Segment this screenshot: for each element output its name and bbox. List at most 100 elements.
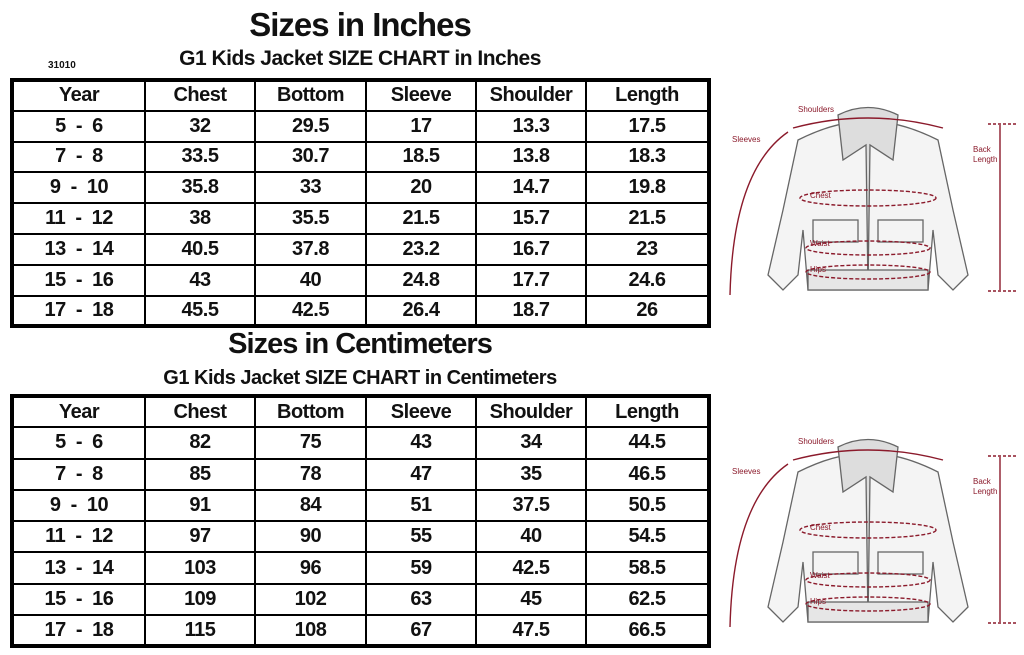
year-cell: 15 - 16: [11, 263, 146, 297]
size-cell: 50.5: [585, 488, 710, 523]
size-cell: 90: [254, 520, 367, 554]
size-cell: 34: [475, 426, 587, 460]
label-back: Back: [973, 145, 992, 154]
table-row: 9 - 10 91 84 51 37.5 50.5: [11, 488, 710, 523]
size-cell: 78: [254, 457, 367, 491]
size-cell: 62.5: [585, 582, 710, 617]
size-cell: 14.7: [475, 171, 587, 205]
column-header: Year: [11, 394, 146, 429]
label-length: Length: [973, 487, 997, 496]
size-cell: 15.7: [475, 202, 587, 235]
size-cell: 51: [365, 488, 477, 523]
table-row: 5 - 6 82 75 43 34 44.5: [11, 426, 710, 460]
size-cell: 46.5: [585, 457, 710, 491]
year-cell: 5 - 6: [11, 109, 146, 143]
size-cell: 97: [144, 520, 256, 554]
column-header: Shoulder: [475, 394, 587, 429]
size-cell: 20: [365, 171, 477, 205]
size-cell: 21.5: [585, 202, 710, 235]
size-cell: 37.8: [254, 232, 367, 266]
size-cell: 17: [365, 109, 477, 143]
table-row: 17 - 18 115 108 67 47.5 66.5: [11, 614, 710, 648]
size-cell: 13.8: [475, 140, 587, 174]
centimeters-size-table: Year Chest Bottom Sleeve Shoulder Length 5 - 6…: [10, 394, 711, 649]
size-cell: 43: [144, 263, 256, 297]
size-cell: 38: [144, 202, 256, 235]
table-row: 5 - 6 32 29.5 17 13.3 17.5: [11, 109, 710, 143]
size-cell: 24.8: [365, 263, 477, 297]
size-cell: 40.5: [144, 232, 256, 266]
year-cell: 7 - 8: [11, 457, 146, 491]
size-cell: 35.5: [254, 202, 367, 235]
size-cell: 75: [254, 426, 367, 460]
size-cell: 30.7: [254, 140, 367, 174]
label-hips: Hips: [810, 597, 826, 606]
size-cell: 63: [365, 582, 477, 617]
size-cell: 35: [475, 457, 587, 491]
size-cell: 42.5: [475, 551, 587, 585]
year-cell: 11 - 12: [11, 202, 146, 235]
size-cell: 47: [365, 457, 477, 491]
header-row: Year Chest Bottom Sleeve Shoulder Length: [11, 79, 710, 112]
label-hips: Hips: [810, 265, 826, 274]
size-cell: 18.7: [475, 294, 587, 328]
column-header: Sleeve: [365, 394, 477, 429]
year-cell: 7 - 8: [11, 140, 146, 174]
size-cell: 66.5: [585, 614, 710, 648]
year-cell: 9 - 10: [11, 171, 146, 205]
size-cell: 47.5: [475, 614, 587, 648]
size-cell: 55: [365, 520, 477, 554]
size-cell: 26.4: [365, 294, 477, 328]
size-cell: 58.5: [585, 551, 710, 585]
jacket-measurement-diagram: Shoulders Sleeves Chest Waist Hips Back …: [729, 105, 1016, 296]
size-cell: 37.5: [475, 488, 587, 523]
header-row: Year Chest Bottom Sleeve Shoulder Length: [11, 394, 710, 429]
size-cell: 108: [254, 614, 367, 648]
centimeters-title: Sizes in Centimeters: [228, 328, 493, 360]
centimeters-subtitle: G1 Kids Jacket SIZE CHART in Centimeters: [163, 367, 557, 389]
size-cell: 103: [144, 551, 256, 585]
size-cell: 82: [144, 426, 256, 460]
size-cell: 17.7: [475, 263, 587, 297]
table-row: 7 - 8 85 78 47 35 46.5: [11, 457, 710, 491]
label-back: Back: [973, 477, 992, 486]
label-length: Length: [973, 155, 997, 164]
column-header: Year: [11, 79, 146, 112]
size-cell: 19.8: [585, 171, 710, 205]
size-cell: 91: [144, 488, 256, 523]
size-cell: 26: [585, 294, 710, 328]
label-sleeves: Sleeves: [732, 135, 760, 144]
jacket-illustration: [767, 106, 969, 291]
size-cell: 29.5: [254, 109, 367, 143]
label-chest: Chest: [810, 523, 832, 532]
size-cell: 17.5: [585, 109, 710, 143]
inches-size-table: Year Chest Bottom Sleeve Shoulder Length 5 - 6…: [10, 78, 711, 329]
size-cell: 33.5: [144, 140, 256, 174]
size-cell: 16.7: [475, 232, 587, 266]
table-row: 13 - 14 40.5 37.8 23.2 16.7 23: [11, 232, 710, 266]
table-row: 11 - 12 38 35.5 21.5 15.7 21.5: [11, 202, 710, 235]
column-header: Length: [585, 79, 710, 112]
size-cell: 35.8: [144, 171, 256, 205]
year-cell: 15 - 16: [11, 582, 146, 617]
label-sleeves: Sleeves: [732, 467, 760, 476]
table-row: 13 - 14 103 96 59 42.5 58.5: [11, 551, 710, 585]
size-cell: 96: [254, 551, 367, 585]
size-cell: 109: [144, 582, 256, 617]
size-cell: 45: [475, 582, 587, 617]
size-cell: 67: [365, 614, 477, 648]
size-cell: 85: [144, 457, 256, 491]
size-cell: 32: [144, 109, 256, 143]
label-chest: Chest: [810, 191, 832, 200]
jacket-diagram-centimeters: Shoulders Sleeves Chest Waist Hips Back …: [718, 432, 1018, 637]
table-row: 15 - 16 109 102 63 45 62.5: [11, 582, 710, 617]
size-cell: 24.6: [585, 263, 710, 297]
table-row: 11 - 12 97 90 55 40 54.5: [11, 520, 710, 554]
size-cell: 21.5: [365, 202, 477, 235]
size-cell: 23: [585, 232, 710, 266]
table-row: 7 - 8 33.5 30.7 18.5 13.8 18.3: [11, 140, 710, 174]
size-cell: 42.5: [254, 294, 367, 328]
year-cell: 9 - 10: [11, 488, 146, 523]
size-cell: 84: [254, 488, 367, 523]
size-cell: 33: [254, 171, 367, 205]
